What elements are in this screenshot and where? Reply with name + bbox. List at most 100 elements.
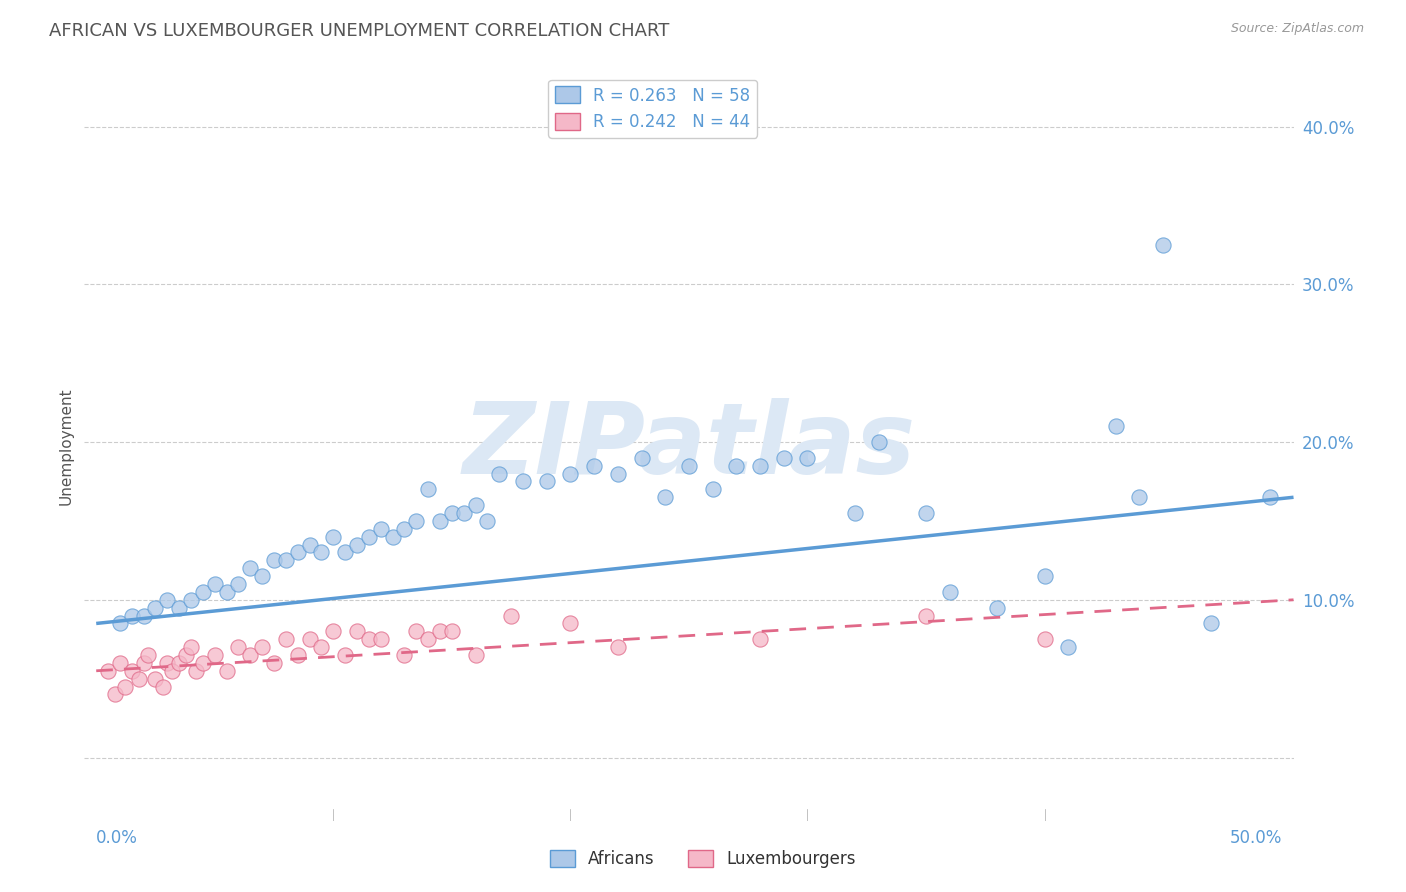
Point (215, 664, 238, 678)
Point (749, 632, 772, 647)
Point (844, 506, 866, 520)
Point (121, 664, 143, 678)
Point (381, 530, 404, 544)
Text: AFRICAN VS LUXEMBOURGER UNEMPLOYMENT CORRELATION CHART: AFRICAN VS LUXEMBOURGER UNEMPLOYMENT COR… (49, 22, 669, 40)
Point (132, 656, 155, 670)
Y-axis label: Unemployment: Unemployment (58, 387, 73, 505)
Point (156, 592, 179, 607)
Point (915, 608, 938, 623)
Point (429, 624, 451, 639)
Point (429, 514, 451, 528)
Point (654, 490, 676, 504)
Point (191, 656, 214, 670)
Point (160, 664, 183, 678)
Point (228, 640, 250, 654)
Point (405, 624, 427, 639)
Point (152, 680, 174, 694)
Point (311, 545, 333, 559)
Point (370, 522, 392, 536)
Point (986, 600, 1008, 615)
Point (606, 467, 628, 481)
Point (1152, 238, 1174, 252)
Point (108, 656, 131, 670)
Point (357, 530, 380, 544)
Point (606, 640, 628, 654)
Point (138, 648, 160, 662)
Text: ZIPatlas: ZIPatlas (463, 398, 915, 494)
Point (370, 632, 392, 647)
Point (394, 648, 416, 662)
Point (678, 458, 700, 473)
Point (145, 672, 167, 686)
Point (512, 475, 534, 489)
Point (464, 648, 486, 662)
Point (440, 506, 463, 520)
Point (749, 458, 772, 473)
Point (938, 585, 960, 599)
Point (583, 458, 606, 473)
Point (176, 648, 198, 662)
Point (322, 624, 344, 639)
Point (1033, 632, 1056, 647)
Point (274, 553, 297, 567)
Point (501, 608, 523, 623)
Point (1105, 419, 1128, 434)
Point (145, 600, 167, 615)
Point (357, 632, 380, 647)
Text: Source: ZipAtlas.com: Source: ZipAtlas.com (1230, 22, 1364, 36)
Point (405, 514, 427, 528)
Point (440, 624, 463, 639)
Point (1128, 490, 1150, 504)
Point (263, 553, 285, 567)
Text: 50.0%: 50.0% (1229, 829, 1282, 847)
Point (915, 506, 938, 520)
Point (239, 561, 262, 575)
Point (287, 545, 309, 559)
Point (114, 680, 136, 694)
Point (488, 467, 510, 481)
Point (156, 656, 179, 670)
Legend: Africans, Luxembourgers: Africans, Luxembourgers (543, 843, 863, 875)
Point (1033, 569, 1056, 583)
Point (184, 664, 207, 678)
Point (702, 483, 724, 497)
Point (180, 592, 202, 607)
Point (772, 450, 794, 465)
Point (228, 577, 250, 591)
Point (333, 648, 356, 662)
Point (250, 640, 273, 654)
Point (239, 648, 262, 662)
Point (298, 538, 321, 552)
Point (204, 577, 226, 591)
Point (418, 483, 440, 497)
Point (346, 538, 368, 552)
Point (167, 656, 190, 670)
Point (128, 672, 150, 686)
Point (477, 514, 499, 528)
Point (560, 616, 582, 631)
Point (298, 632, 321, 647)
Point (868, 435, 890, 450)
Point (1057, 640, 1080, 654)
Point (108, 616, 131, 631)
Point (287, 648, 309, 662)
Point (536, 475, 558, 489)
Point (796, 450, 818, 465)
Point (418, 632, 440, 647)
Point (346, 624, 368, 639)
Point (180, 640, 202, 654)
Point (121, 608, 143, 623)
Point (1258, 490, 1281, 504)
Point (263, 656, 285, 670)
Point (204, 648, 226, 662)
Point (191, 585, 214, 599)
Point (453, 506, 475, 520)
Legend: R = 0.263   N = 58, R = 0.242   N = 44: R = 0.263 N = 58, R = 0.242 N = 44 (548, 79, 756, 137)
Point (725, 458, 748, 473)
Point (132, 608, 155, 623)
Point (333, 545, 356, 559)
Point (97, 664, 120, 678)
Point (250, 569, 273, 583)
Point (167, 600, 190, 615)
Point (560, 467, 582, 481)
